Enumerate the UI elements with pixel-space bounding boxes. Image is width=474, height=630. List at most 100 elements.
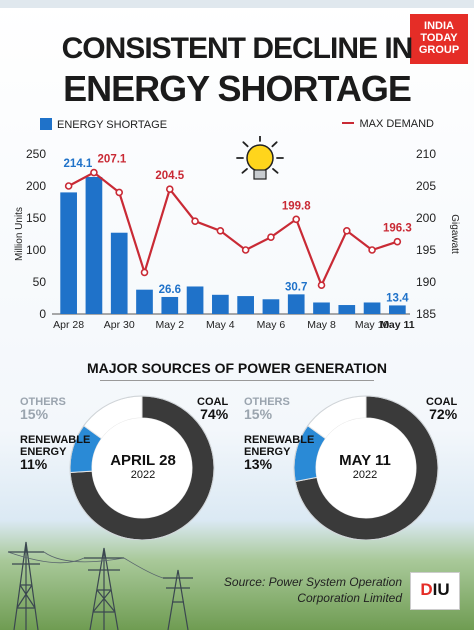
max-demand-data-label: 207.1: [98, 154, 127, 166]
bulb-ray: [242, 141, 249, 148]
right-tick-label: 200: [416, 211, 436, 225]
shortage-bar: [313, 302, 330, 314]
others-label: OTHERS 15%: [20, 396, 66, 422]
shortage-label-text: 26.6: [159, 284, 181, 296]
shortage-bar: [85, 176, 103, 314]
max-demand-point: [165, 185, 174, 194]
tower-middle: [84, 547, 124, 630]
max-demand-point: [317, 281, 326, 289]
x-tick-label: May 2: [155, 319, 184, 331]
max-demand-point: [216, 227, 225, 235]
left-tick-label: 150: [26, 211, 46, 225]
shortage-data-label: 30.7: [285, 281, 307, 293]
max-demand-point: [267, 233, 275, 241]
left-tick-label: 0: [39, 307, 46, 321]
max-demand-point: [393, 237, 402, 246]
india-today-group-logo: INDIA TODAY GROUP: [410, 14, 468, 64]
max-demand-point: [90, 168, 98, 177]
donut-may-11: OTHERS 15% RENEWABLE ENERGY 13% COAL 72% MAY…: [226, 390, 463, 541]
donut-center-date: MAY 11 2022: [339, 452, 391, 481]
light-bulb-icon: [236, 136, 284, 180]
donut-chart-may-11: [293, 395, 439, 541]
right-tick-label: 185: [416, 307, 436, 321]
bulb-ray: [241, 168, 248, 174]
source-note: Source: Power System Operation Corporatio…: [223, 575, 402, 605]
chart-title-line2: ENERGY SHORTAGE: [63, 68, 412, 109]
shortage-bar: [136, 289, 153, 314]
shortage-data-label: 26.6: [159, 284, 181, 296]
x-tick-label: Apr 28: [53, 319, 84, 331]
x-tick-label: May 6: [257, 319, 286, 331]
renewable-label: RENEWABLE ENERGY 13%: [244, 434, 315, 472]
bulb-base: [253, 169, 267, 180]
max-demand-point: [115, 188, 124, 197]
top-stripe: [0, 0, 474, 8]
shortage-bar: [237, 296, 254, 314]
x-tick-label: May 8: [307, 319, 336, 331]
chart-title-line1: CONSISTENT DECLINE IN: [61, 32, 414, 65]
shortage-label-text: 30.7: [285, 281, 307, 293]
others-label: OTHERS 15%: [244, 396, 290, 422]
shortage-bar: [389, 305, 406, 314]
renewable-label: RENEWABLE ENERGY 11%: [20, 434, 91, 472]
shortage-bar: [161, 296, 179, 314]
max-demand-data-label: 196.3: [383, 223, 412, 235]
left-tick-label: 100: [26, 243, 46, 257]
legend-bar-swatch: [40, 118, 52, 130]
shortage-data-label: 13.4: [386, 292, 409, 304]
legend-energy-shortage: ENERGY SHORTAGE: [40, 118, 167, 131]
tower-left: [8, 541, 44, 630]
max-demand-point: [191, 217, 199, 225]
legend-max-demand: MAX DEMAND: [342, 118, 434, 130]
bulb-glass: [246, 144, 274, 172]
max-demand-data-label: 199.8: [282, 200, 311, 212]
max-demand-point: [342, 227, 351, 235]
right-tick-label: 210: [416, 147, 436, 161]
shortage-bar: [262, 299, 280, 314]
sources-title: MAJOR SOURCES OF POWER GENERATION: [87, 360, 387, 376]
right-tick-label: 195: [416, 243, 436, 257]
max-demand-point: [368, 246, 376, 254]
donut-april-28: OTHERS 15% RENEWABLE ENERGY 11% COAL 74% APR…: [0, 390, 237, 541]
shortage-bar: [186, 286, 204, 314]
max-demand-point: [292, 215, 301, 224]
x-tick-label: May 4: [206, 319, 235, 331]
shortage-label-text: 214.1: [64, 158, 93, 170]
shortage-data-label: 214.1: [64, 158, 93, 170]
max-demand-point: [64, 182, 73, 190]
donut-hole: [316, 418, 416, 518]
shortage-bar: [363, 302, 381, 314]
max-demand-line: [68, 171, 398, 289]
left-tick-label: 250: [26, 147, 46, 161]
power-lines: [7, 551, 164, 579]
shortage-bar: [60, 192, 77, 314]
donut-center-date: APRIL 28 2022: [110, 452, 176, 481]
coal-label: COAL 74%: [197, 396, 229, 422]
shortage-bar: [338, 305, 356, 314]
shortage-bar: [287, 294, 305, 314]
tower-right: [163, 569, 193, 630]
donut-chart-april-28: [69, 395, 215, 541]
x-tick-label: May 11: [380, 319, 415, 331]
shortage-bar: [212, 294, 229, 314]
legend-line-swatch: [342, 122, 355, 124]
max-demand-point: [140, 268, 149, 277]
max-demand-data-label: 204.5: [155, 170, 184, 182]
x-tick-label: May 10: [355, 319, 390, 331]
bulb-ray: [272, 168, 279, 174]
bulb-ray: [271, 141, 278, 148]
right-tick-label: 190: [416, 275, 436, 289]
x-tick-label: Apr 30: [104, 319, 135, 331]
transmission-towers: [7, 541, 193, 630]
diu-logo: DIU: [410, 572, 460, 610]
right-axis-label: Gigawatt: [449, 214, 460, 254]
left-tick-label: 50: [33, 275, 47, 289]
left-axis-label: Million Units: [14, 207, 25, 261]
energy-chart: 0 50 100 150 200 250 185 190 195 200 205 210 Million…: [14, 136, 460, 331]
shortage-bar: [110, 232, 128, 314]
shortage-label-text: 13.4: [386, 292, 409, 304]
sources-title-rule: [100, 380, 374, 381]
right-tick-label: 205: [416, 179, 436, 193]
max-demand-point: [241, 246, 250, 254]
coal-label: COAL 72%: [426, 396, 458, 422]
